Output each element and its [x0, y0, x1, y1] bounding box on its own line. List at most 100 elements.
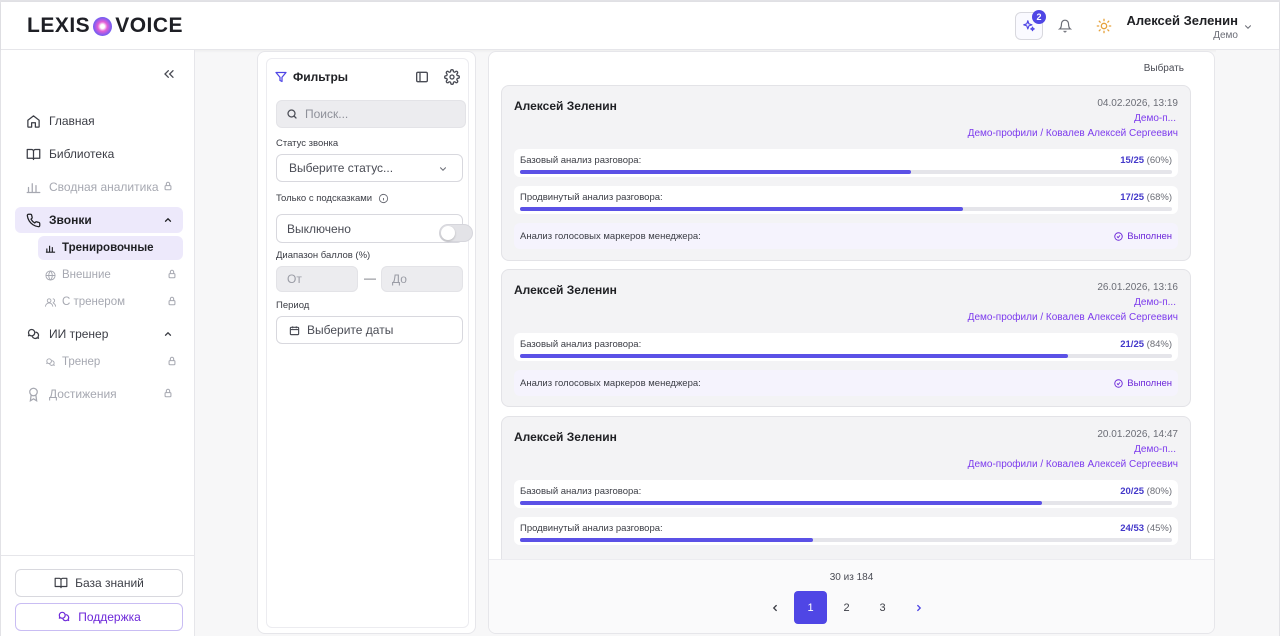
home-icon — [25, 113, 41, 129]
call-card[interactable]: Алексей Зеленин 26.01.2026, 13:16 Демо-п… — [501, 269, 1191, 407]
metric-score-percent: (45%) — [1146, 523, 1172, 534]
sidebar-item-label: Звонки — [49, 213, 92, 227]
call-status-select[interactable]: Выберите статус... — [276, 154, 463, 182]
search-input[interactable]: Поиск... — [276, 100, 466, 128]
user-name[interactable]: Алексей Зеленин — [1126, 13, 1239, 28]
sidebar-divider — [1, 555, 194, 556]
support-label: Поддержка — [78, 610, 141, 624]
period-placeholder: Выберите даты — [307, 323, 394, 337]
select-mode-button[interactable]: Выбрать — [1143, 63, 1184, 74]
call-card-demo-link[interactable]: Демо-п... — [1134, 297, 1176, 308]
page-button-2[interactable]: 2 — [843, 601, 850, 614]
metric-label: Базовый анализ разговора: — [520, 339, 642, 350]
page-button-3[interactable]: 3 — [879, 601, 886, 614]
period-date-picker[interactable]: Выберите даты — [276, 316, 463, 344]
sidebar-item-home[interactable]: Главная — [15, 108, 183, 134]
range-from-placeholder: От — [287, 272, 302, 286]
knowledge-base-button[interactable]: База знаний — [15, 569, 183, 597]
metric-basic-analysis: Базовый анализ разговора: 15/25 (60%) — [514, 149, 1178, 177]
logo[interactable]: LEXIS VOICE — [27, 14, 183, 38]
progress-fill — [520, 170, 912, 174]
metric-score-percent: (60%) — [1146, 155, 1172, 166]
marker-status-text: Выполнен — [1127, 378, 1172, 389]
theme-toggle-button[interactable] — [1094, 16, 1114, 36]
chevron-right-icon — [916, 604, 921, 611]
hints-label: Только с подсказками — [276, 193, 389, 204]
logo-text-right: VOICE — [115, 14, 184, 37]
prev-page-button[interactable] — [758, 591, 791, 624]
filters-panel: Фильтры Поиск... Статус звонка Выберите … — [257, 51, 476, 634]
settings-icon[interactable] — [444, 69, 460, 85]
call-card-date: 26.01.2026, 13:16 — [1097, 282, 1178, 293]
collapse-sidebar-icon[interactable] — [161, 66, 177, 82]
hints-toggle-field[interactable]: Выключено — [276, 214, 473, 243]
progress-fill — [520, 207, 964, 211]
metric-score-value: 24/53 — [1120, 523, 1145, 534]
progress-track — [520, 501, 1172, 505]
top-header: LEXIS VOICE 2 Алексей Зеленин Демо — [1, 2, 1279, 50]
period-label: Период — [276, 300, 310, 311]
lock-icon — [168, 296, 176, 306]
sidebar-subitem-label: Внешние — [62, 269, 111, 281]
call-card-profile-link[interactable]: Демо-профили / Ковалев Алексей Сергеевич — [967, 128, 1178, 139]
logo-text-left: LEXIS — [27, 14, 91, 37]
call-card[interactable]: Алексей Зеленин 20.01.2026, 14:47 Демо-п… — [501, 416, 1191, 576]
phone-icon — [25, 212, 41, 228]
notifications-button[interactable] — [1055, 16, 1075, 36]
book-icon — [54, 577, 68, 589]
sidebar-subitem-external[interactable]: Внешние — [38, 263, 183, 287]
calendar-icon — [289, 325, 300, 335]
call-card[interactable]: Алексей Зеленин 04.02.2026, 13:19 Демо-п… — [501, 85, 1191, 261]
chevron-down-icon[interactable] — [1243, 22, 1253, 32]
call-card-profile-link[interactable]: Демо-профили / Ковалев Алексей Сергеевич — [967, 312, 1178, 323]
range-from-input[interactable]: От — [276, 266, 358, 292]
metric-score-percent: (84%) — [1146, 339, 1172, 350]
metric-score: 15/25 (60%) — [1120, 155, 1172, 166]
range-to-input[interactable]: До — [381, 266, 463, 292]
ai-count-badge: 2 — [1032, 10, 1046, 24]
marker-label: Анализ голосовых маркеров менеджера: — [520, 231, 701, 242]
support-button[interactable]: Поддержка — [15, 603, 183, 631]
sidebar-item-library[interactable]: Библиотека — [15, 141, 183, 167]
info-icon[interactable] — [378, 193, 389, 204]
call-status-label: Статус звонка — [276, 138, 339, 149]
sidebar-subitem-with-coach[interactable]: С тренером — [38, 290, 183, 314]
sidebar-subitem-label: Тренер — [62, 356, 101, 368]
sidebar-subitem-training[interactable]: Тренировочные — [38, 236, 183, 260]
lock-icon — [168, 356, 176, 366]
sidebar-subitem-coach[interactable]: Тренер — [38, 350, 183, 374]
sidebar-item-achievements[interactable]: Достижения — [15, 381, 183, 407]
metric-score: 21/25 (84%) — [1120, 339, 1172, 350]
chat-icon — [25, 326, 41, 342]
voice-markers-row: Анализ голосовых маркеров менеджера: Вып… — [514, 223, 1178, 249]
sidebar-item-calls[interactable]: Звонки — [15, 207, 183, 233]
call-card-demo-link[interactable]: Демо-п... — [1134, 444, 1176, 455]
progress-track — [520, 170, 1172, 174]
metric-score-percent: (80%) — [1146, 486, 1172, 497]
call-card-date: 04.02.2026, 13:19 — [1097, 98, 1178, 109]
lock-icon — [164, 388, 172, 398]
page-button-1[interactable]: 1 — [794, 591, 827, 624]
sidebar-item-ai-coach[interactable]: ИИ тренер — [15, 321, 183, 347]
chart-icon — [44, 242, 56, 254]
chat-icon — [58, 611, 70, 622]
sparkles-icon — [1023, 20, 1035, 32]
metric-label: Базовый анализ разговора: — [520, 486, 642, 497]
metric-score-value: 15/25 — [1120, 155, 1145, 166]
user-role: Демо — [1213, 30, 1238, 41]
next-page-button[interactable] — [902, 591, 935, 624]
chevron-down-icon — [439, 167, 447, 171]
metric-score: 20/25 (80%) — [1120, 486, 1172, 497]
panel-toggle-icon[interactable] — [414, 69, 430, 85]
progress-track — [520, 354, 1172, 358]
sidebar-item-label: Главная — [49, 114, 95, 128]
metric-score-percent: (68%) — [1146, 192, 1172, 203]
sidebar-item-analytics[interactable]: Сводная аналитика — [15, 174, 183, 200]
filter-icon — [275, 71, 287, 83]
hints-toggle-switch[interactable] — [439, 224, 473, 242]
call-card-profile-link[interactable]: Демо-профили / Ковалев Алексей Сергеевич — [967, 459, 1178, 470]
award-icon — [25, 386, 41, 402]
call-card-name: Алексей Зеленин — [514, 283, 617, 297]
call-card-demo-link[interactable]: Демо-п... — [1134, 113, 1176, 124]
metric-score: 24/53 (45%) — [1120, 523, 1172, 534]
